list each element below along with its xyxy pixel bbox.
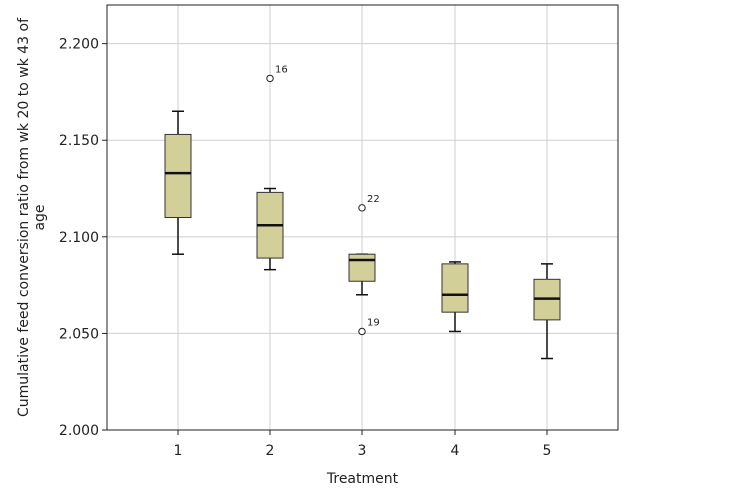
y-axis-title: Cumulative feed conversion ratio from wk… — [16, 17, 48, 417]
x-tick-label: 5 — [543, 443, 552, 459]
outlier-label: 22 — [367, 194, 380, 205]
x-tick-label: 1 — [174, 443, 183, 459]
outlier-point — [358, 204, 366, 212]
outlier-point — [358, 327, 366, 336]
y-axis: 2.000 2.050 2.100 2.150 2.200 — [59, 37, 107, 439]
box-treatment-1 — [164, 110, 192, 255]
y-tick-label: 2.000 — [59, 423, 99, 439]
y-tick-label: 2.200 — [59, 37, 99, 53]
y-axis-title-line-1: Cumulative feed conversion ratio from wk… — [16, 17, 32, 417]
x-tick-label: 4 — [451, 443, 460, 459]
interquartile-box — [441, 263, 469, 313]
interquartile-box — [164, 133, 192, 219]
x-tick-label: 3 — [358, 443, 367, 459]
outlier-label: 19 — [367, 317, 380, 328]
x-axis-title: Treatment — [326, 471, 399, 487]
y-axis-title-line-2: age — [32, 204, 48, 230]
y-tick-label: 2.150 — [59, 133, 99, 149]
interquartile-box — [348, 253, 376, 282]
x-axis: 1 2 3 4 5 — [174, 430, 552, 459]
box-treatment-4 — [441, 261, 469, 333]
boxes: 16 22 19 — [164, 64, 561, 360]
box-treatment-2: 16 — [256, 64, 288, 271]
outlier-label: 16 — [275, 64, 288, 75]
outlier-point — [266, 74, 274, 83]
y-tick-label: 2.050 — [59, 326, 99, 342]
x-tick-label: 2 — [266, 443, 275, 459]
box-treatment-5 — [533, 263, 561, 360]
box-treatment-3: 22 19 — [348, 194, 380, 336]
y-tick-label: 2.100 — [59, 230, 99, 246]
